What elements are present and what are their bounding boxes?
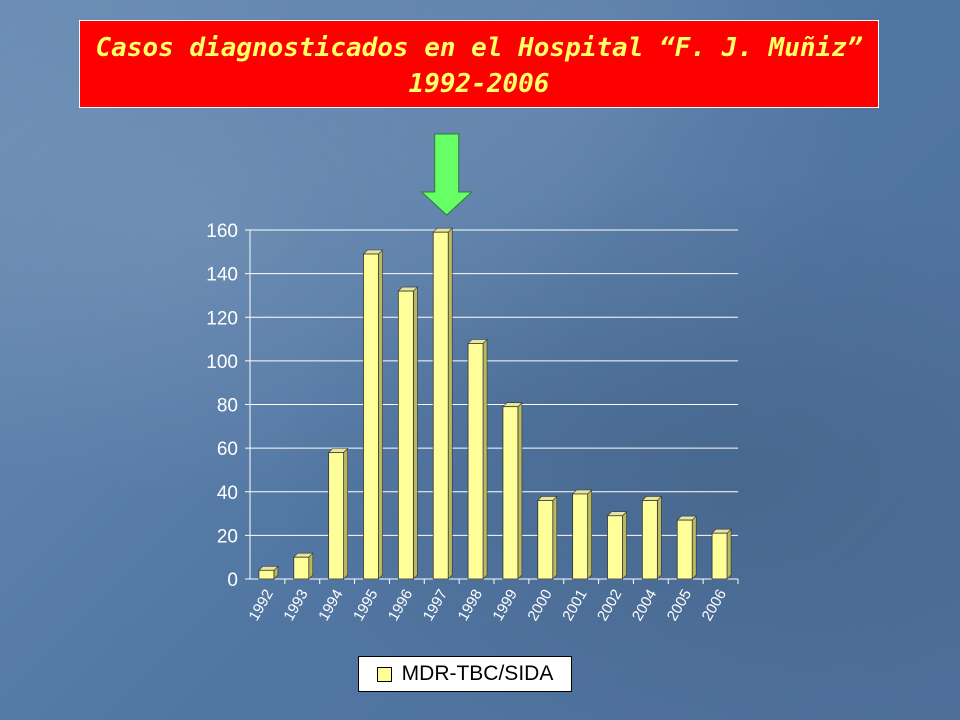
- bar-1995: [362, 249, 384, 580]
- bar-side: [552, 495, 558, 580]
- x-tick-label: 1996: [385, 587, 416, 624]
- bar-side: [447, 227, 453, 580]
- bar-side: [726, 528, 732, 580]
- bar-side: [378, 249, 383, 580]
- bar-1999: [502, 401, 523, 580]
- bar-side: [482, 338, 488, 580]
- bar-1993: [293, 552, 314, 580]
- bar-side: [343, 447, 348, 580]
- bar-side: [622, 511, 627, 580]
- y-tick-label: 80: [217, 396, 238, 417]
- bar-1998: [467, 338, 488, 580]
- x-tick-label: 2004: [629, 587, 660, 624]
- bar-front: [258, 569, 275, 580]
- legend-swatch: [376, 666, 392, 682]
- bar-front: [641, 500, 658, 580]
- legend-label: MDR-TBC/SIDA: [401, 662, 554, 685]
- bar-1994: [327, 447, 349, 580]
- bar-front: [397, 290, 414, 580]
- chart-title-line2: 1992-2006: [408, 69, 550, 99]
- x-tick-label: 2000: [524, 587, 555, 624]
- x-tick-label: 2005: [664, 587, 695, 624]
- x-tick-label: 1997: [420, 587, 451, 624]
- x-tick-label: 2001: [559, 587, 590, 624]
- legend: MDR-TBC/SIDA: [358, 656, 572, 692]
- y-tick-label: 20: [217, 526, 238, 547]
- bar-front: [293, 556, 310, 580]
- x-tick-label: 1994: [315, 587, 346, 624]
- bar-front: [363, 253, 379, 580]
- bar-2000: [537, 495, 558, 580]
- x-tick-label: 1998: [455, 587, 486, 624]
- y-tick-label: 0: [227, 570, 238, 591]
- chart-title: Casos diagnosticados en el Hospital “F. …: [79, 20, 879, 108]
- y-tick-label: 100: [206, 352, 238, 373]
- y-tick-label: 60: [217, 439, 238, 460]
- x-tick-label: 1995: [350, 587, 381, 624]
- bar-side: [657, 495, 662, 580]
- bar-2002: [606, 511, 628, 580]
- y-tick-label: 40: [217, 483, 238, 504]
- bar-front: [328, 452, 345, 580]
- y-tick-label: 120: [206, 308, 238, 329]
- bar-side: [691, 515, 697, 580]
- x-tick-label: 2006: [699, 587, 730, 624]
- down-arrow-icon: [420, 133, 473, 216]
- bar-2006: [711, 528, 732, 580]
- bar-front: [607, 515, 623, 580]
- bar-2001: [571, 489, 593, 580]
- bar-1992: [258, 565, 279, 580]
- bar-front: [537, 500, 554, 580]
- bar-side: [517, 401, 523, 580]
- x-tick-label: 1992: [245, 587, 276, 624]
- bar-side: [413, 286, 418, 580]
- bar-1996: [397, 286, 419, 580]
- bar-front: [676, 519, 693, 580]
- bar-front: [467, 343, 484, 580]
- x-tick-label: 2002: [594, 587, 625, 624]
- bar-front: [502, 406, 519, 580]
- y-tick-label: 160: [206, 221, 238, 242]
- bar-side: [587, 489, 592, 580]
- bar-2004: [641, 495, 663, 580]
- bar-1997: [432, 227, 453, 580]
- bar-front: [432, 231, 449, 580]
- chart-title-line1: Casos diagnosticados en el Hospital “F. …: [95, 33, 863, 63]
- bar-front: [572, 493, 589, 580]
- bar-side: [308, 552, 314, 580]
- y-tick-label: 140: [206, 265, 238, 286]
- x-tick-label: 1999: [489, 587, 520, 624]
- bar-2005: [676, 515, 697, 580]
- bar-front: [711, 532, 728, 580]
- x-tick-label: 1993: [280, 587, 311, 624]
